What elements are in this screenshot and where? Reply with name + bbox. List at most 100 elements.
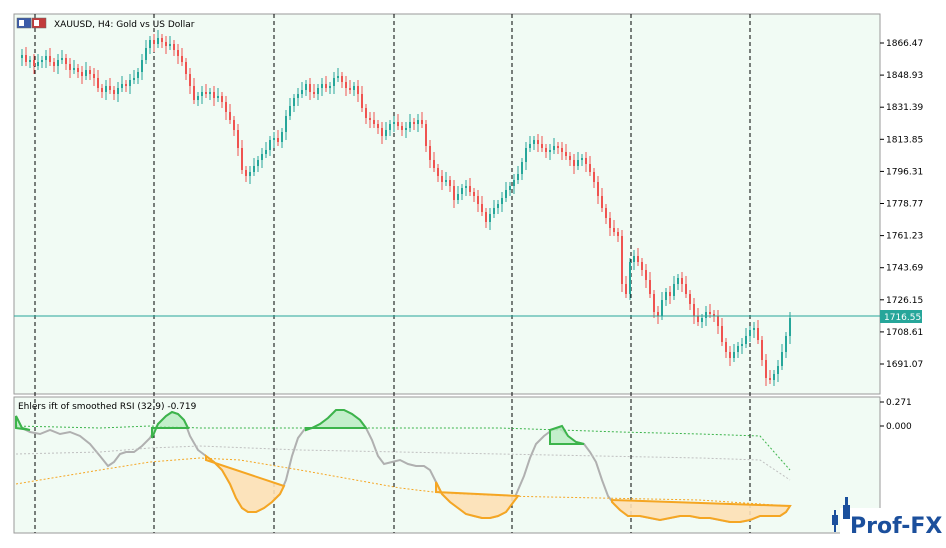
candle-body [705,312,707,318]
candle-body [613,228,615,232]
candle-body [209,92,211,94]
candle-body [665,292,667,300]
candle-body [769,378,771,380]
candle-body [777,366,779,374]
candle-body [293,98,295,106]
candle-body [269,140,271,150]
candle-body [545,148,547,152]
candle-body [297,94,299,98]
candle-body [509,186,511,190]
candle-body [57,60,59,66]
candle-body [597,182,599,196]
candle-body [41,60,43,62]
candle-body [329,86,331,88]
price-tick-label: 1848.93 [886,71,923,81]
candle-body [781,352,783,366]
candle-body [85,70,87,76]
candle-body [785,336,787,352]
candle-body [661,300,663,316]
price-tick-label: 1761.23 [886,232,923,242]
indicator-tick-label: 0.000 [886,422,912,432]
overbought-zone [151,410,190,439]
candle-body [29,60,31,62]
overbought-zone [15,415,31,431]
candle-body [453,186,455,200]
candle-body [357,86,359,94]
candle-body [565,152,567,156]
candle-body [681,278,683,284]
candle-body [481,204,483,212]
price-axis: 1866.47 1848.93 1831.39 1813.85 1796.31 1778.… [880,39,923,370]
candle-body [433,160,435,168]
candle-body [541,144,543,148]
candle-body [773,374,775,380]
candle-body [177,50,179,56]
candle-body [645,270,647,280]
candle-body [49,56,51,62]
candle-body [577,160,579,166]
candle-body [129,80,131,86]
candle-body [81,72,83,76]
price-tick-label: 1743.69 [886,264,923,274]
candle-body [553,146,555,150]
oversold-zone [435,481,520,519]
candle-body [441,176,443,182]
logo-text: Prof-FX [850,514,942,539]
candle-body [549,150,551,152]
candle-body [69,64,71,70]
candle-body [349,88,351,90]
candle-body [741,344,743,346]
candle-body [669,292,671,296]
current-price-tag: 1716.55 [880,310,922,323]
candle-body [273,138,275,140]
candle-body [373,120,375,124]
candle-body [245,170,247,176]
candle-body [181,56,183,62]
candle-body [397,122,399,126]
candle-body [477,196,479,204]
candle-body [321,84,323,88]
candle-body [609,218,611,228]
candle-body [653,294,655,312]
candle-body [601,196,603,208]
candle-body [713,314,715,316]
middle-band-line [15,445,791,481]
candle-body [261,154,263,160]
candle-body [517,174,519,180]
candle-body [145,48,147,60]
candle-body [413,122,415,124]
candle-body [93,74,95,78]
candle-body [345,82,347,88]
candle-body [737,346,739,352]
indicator-axis: 0.271 0.000 [880,398,912,432]
candle-body [657,312,659,316]
candle-body [677,278,679,284]
candle-body [701,318,703,322]
candle-body [557,146,559,148]
candle-body [53,62,55,66]
candle-body [469,186,471,192]
candle-body [761,340,763,360]
candle-body [673,284,675,296]
candle-body [689,294,691,304]
candle-body [201,92,203,96]
candle-body [257,160,259,166]
price-pane[interactable] [13,13,881,395]
candlestick-series [21,30,791,386]
candle-body [33,60,35,66]
candle-body [561,148,563,152]
candle-body [525,148,527,162]
candle-body [757,328,759,340]
candle-body [529,144,531,148]
candle-body [165,42,167,46]
candle-body [225,102,227,112]
candle-body [501,198,503,204]
candle-body [217,96,219,98]
candle-body [153,40,155,44]
candle-body [105,86,107,92]
candle-body [157,38,159,44]
candle-body [473,192,475,196]
candle-body [489,214,491,222]
candle-body [637,256,639,262]
